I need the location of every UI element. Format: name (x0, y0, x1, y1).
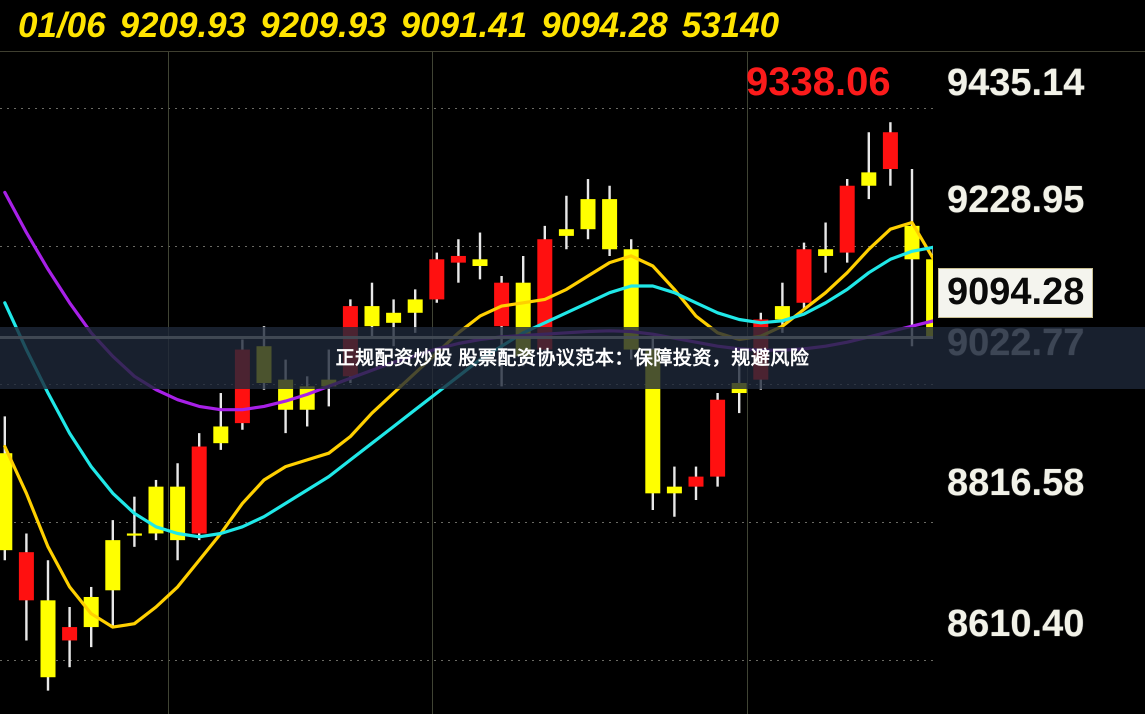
candlestick (0, 416, 13, 561)
quote-low: 9091.41 (400, 6, 528, 45)
price-axis-label: 8816.58 (947, 462, 1085, 504)
candlestick (62, 607, 78, 668)
candlestick (170, 463, 186, 561)
candlestick (602, 185, 618, 256)
candlestick (580, 179, 596, 240)
candlestick (191, 433, 207, 541)
candlestick (666, 466, 682, 517)
candlestick (558, 195, 574, 250)
candlestick (926, 245, 933, 339)
candlestick (710, 393, 726, 487)
candlestick (213, 393, 229, 450)
quote-volume: 53140 (681, 6, 780, 45)
candlestick (839, 179, 855, 263)
promo-banner-text: 正规配资炒股 股票配资协议范本：保障投资，规避风险 (335, 348, 810, 369)
candlestick (407, 289, 423, 333)
horizontal-gridline (0, 522, 933, 523)
candlestick (148, 479, 164, 541)
horizontal-gridline (0, 246, 933, 247)
quote-date: 01/06 (18, 6, 106, 45)
horizontal-gridline (0, 108, 933, 109)
candlestick (818, 222, 834, 273)
candlestick (882, 122, 898, 186)
candlestick (472, 232, 488, 280)
quote-high: 9209.93 (260, 6, 387, 45)
moving-average-line (3, 245, 933, 539)
quote-open: 9209.93 (119, 6, 247, 45)
candlestick (861, 132, 877, 200)
quote-bar: 01/06 9209.93 9209.93 9091.41 9094.28 53140 (0, 0, 1145, 52)
candlestick (18, 533, 34, 641)
moving-average-line (3, 220, 933, 629)
quote-bar-divider (0, 51, 1145, 52)
quote-values: 01/06 9209.93 9209.93 9091.41 9094.28 53140 (18, 4, 779, 48)
candlestick (40, 560, 56, 691)
candlestick (796, 242, 812, 310)
price-axis-label: 9228.95 (947, 179, 1085, 221)
candlestick (450, 239, 466, 283)
candlestick (126, 496, 142, 547)
promo-banner (0, 327, 1145, 389)
candlestick (688, 466, 704, 501)
horizontal-gridline (0, 660, 933, 661)
candlestick (904, 169, 920, 347)
candlestick (105, 520, 121, 628)
candlestick (429, 252, 445, 303)
price-axis-label: 9435.14 (947, 62, 1085, 104)
price-axis-label: 8610.40 (947, 603, 1085, 645)
quote-close: 9094.28 (541, 6, 668, 45)
period-high-quote: 9338.06 (746, 60, 891, 104)
current-price-tag[interactable]: 9094.28 (938, 268, 1094, 318)
